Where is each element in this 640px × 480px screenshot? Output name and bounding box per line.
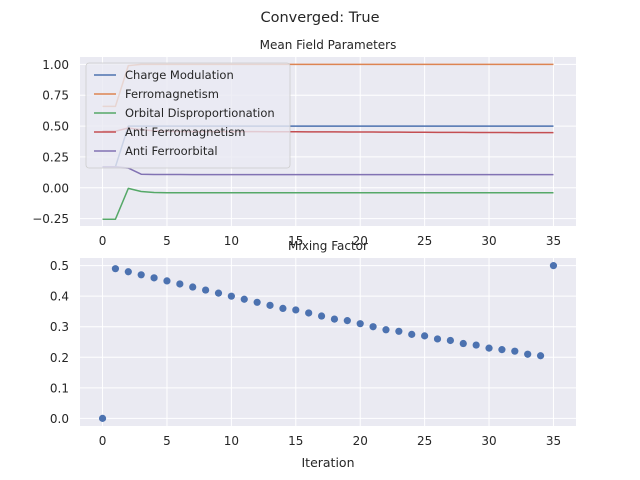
scatter-point xyxy=(137,271,145,279)
y-tick-label: 0.0 xyxy=(50,412,69,426)
x-tick-label: 35 xyxy=(546,434,561,448)
scatter-point xyxy=(305,309,313,317)
scatter-point xyxy=(343,317,351,325)
y-tick-label: 0.00 xyxy=(42,181,69,195)
y-tick-label: −0.25 xyxy=(32,212,69,226)
scatter-point xyxy=(317,312,326,320)
chart-title: Mean Field Parameters xyxy=(260,38,397,52)
scatter-point xyxy=(98,414,107,422)
mean-field-chart: 0 5 10 15 20 25 30 35 1.00 0.75 0.50 0.25 0.00 −0.25 M… xyxy=(32,38,576,248)
x-tick-label: 25 xyxy=(417,434,432,448)
scatter-point xyxy=(202,286,210,294)
scatter-point xyxy=(382,326,390,334)
legend-label: Anti Ferromagnetism xyxy=(125,125,245,139)
x-tick-label: 30 xyxy=(481,434,496,448)
scatter-point xyxy=(549,262,558,270)
scatter-point xyxy=(369,323,377,331)
chart-title: Mixing Factor xyxy=(288,239,368,253)
y-tick-label: 0.1 xyxy=(50,381,69,395)
y-tick-label: 0.5 xyxy=(50,259,69,273)
x-tick-label: 5 xyxy=(163,234,171,248)
y-tick-label: 0.2 xyxy=(50,351,69,365)
mixing-factor-chart: 0 5 10 15 20 25 30 35 0.5 0.4 0.3 0.2 0.1 0.0 Mixing F… xyxy=(50,239,576,470)
y-tick-label: 0.4 xyxy=(50,290,69,304)
scatter-point xyxy=(227,292,235,300)
plot-background xyxy=(80,258,576,426)
legend: Charge Modulation Ferromagnetism Orbital D… xyxy=(85,62,291,169)
scatter-point xyxy=(292,306,300,314)
scatter-point xyxy=(111,265,120,273)
y-tick-label: 0.50 xyxy=(42,120,69,134)
scatter-point xyxy=(459,339,467,348)
scatter-point xyxy=(279,304,287,312)
series-line-3 xyxy=(102,187,554,220)
scatter-point xyxy=(524,350,532,358)
scatter-point xyxy=(189,283,197,291)
scatter-point xyxy=(408,330,416,338)
legend-frame xyxy=(85,62,291,169)
scatter-point xyxy=(395,327,403,335)
scatter-point xyxy=(163,277,171,285)
legend-label: Charge Modulation xyxy=(125,68,234,82)
legend-label: Orbital Disproportionation xyxy=(125,106,275,120)
x-tick-label: 15 xyxy=(288,234,303,248)
x-tick-label: 5 xyxy=(163,434,171,448)
y-tick-label: 0.25 xyxy=(42,150,69,164)
scatter-point xyxy=(498,346,506,354)
x-tick-label: 15 xyxy=(288,434,303,448)
x-tick-label: 35 xyxy=(546,234,561,248)
scatter-point xyxy=(446,336,454,345)
scatter-point xyxy=(330,315,339,323)
scatter-point xyxy=(472,341,480,349)
scatter-point xyxy=(124,268,132,276)
scatter-point xyxy=(253,298,261,306)
scatter-point xyxy=(266,301,274,309)
scatter-point xyxy=(511,347,519,355)
x-tick-label: 10 xyxy=(224,434,239,448)
x-tick-label: 20 xyxy=(353,434,368,448)
x-tick-label: 20 xyxy=(353,234,368,248)
scatter-point xyxy=(214,289,223,297)
scatter-point xyxy=(150,274,158,282)
figure-suptitle: Converged: True xyxy=(260,10,379,26)
y-tick-label: 0.3 xyxy=(50,320,69,334)
series-line-5 xyxy=(102,166,554,176)
x-tick-label: 0 xyxy=(99,434,107,448)
x-axis-label: Iteration xyxy=(301,455,354,470)
x-tick-label: 25 xyxy=(417,234,432,248)
scatter-point xyxy=(433,335,442,343)
scatter-point xyxy=(240,295,248,303)
scatter-point xyxy=(536,352,545,360)
x-tick-label: 10 xyxy=(224,234,239,248)
scatter-point xyxy=(485,344,493,352)
scatter-point xyxy=(421,332,429,340)
scatter-point xyxy=(176,280,184,288)
y-tick-label: 0.75 xyxy=(42,89,69,103)
x-tick-label: 0 xyxy=(99,234,107,248)
y-tick-label: 1.00 xyxy=(42,58,69,72)
legend-label: Ferromagnetism xyxy=(125,87,219,101)
legend-label: Anti Ferroorbital xyxy=(125,144,218,158)
x-tick-label: 30 xyxy=(481,234,496,248)
scatter-point xyxy=(356,320,364,328)
